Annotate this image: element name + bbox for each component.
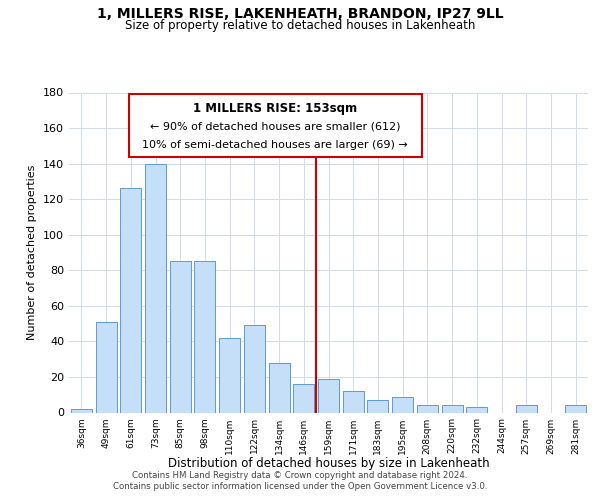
Bar: [71, 409, 92, 412]
Bar: [516, 406, 537, 412]
Text: Contains HM Land Registry data © Crown copyright and database right 2024.: Contains HM Land Registry data © Crown c…: [132, 471, 468, 480]
FancyBboxPatch shape: [128, 94, 422, 156]
Bar: [293, 384, 314, 412]
Text: ← 90% of detached houses are smaller (612): ← 90% of detached houses are smaller (61…: [150, 122, 401, 132]
Text: 1, MILLERS RISE, LAKENHEATH, BRANDON, IP27 9LL: 1, MILLERS RISE, LAKENHEATH, BRANDON, IP…: [97, 8, 503, 22]
Bar: [565, 406, 586, 412]
Text: Contains public sector information licensed under the Open Government Licence v3: Contains public sector information licen…: [113, 482, 487, 491]
Bar: [219, 338, 240, 412]
Bar: [244, 326, 265, 412]
Bar: [392, 396, 413, 412]
Y-axis label: Number of detached properties: Number of detached properties: [28, 165, 37, 340]
Bar: [442, 406, 463, 412]
Bar: [343, 391, 364, 412]
Text: Size of property relative to detached houses in Lakenheath: Size of property relative to detached ho…: [125, 19, 475, 32]
Bar: [145, 164, 166, 412]
Bar: [466, 407, 487, 412]
Text: 10% of semi-detached houses are larger (69) →: 10% of semi-detached houses are larger (…: [142, 140, 408, 150]
Bar: [417, 406, 438, 412]
Text: Distribution of detached houses by size in Lakenheath: Distribution of detached houses by size …: [168, 458, 490, 470]
Text: 1 MILLERS RISE: 153sqm: 1 MILLERS RISE: 153sqm: [193, 102, 358, 115]
Bar: [170, 262, 191, 412]
Bar: [194, 262, 215, 412]
Bar: [318, 378, 339, 412]
Bar: [367, 400, 388, 412]
Bar: [95, 322, 116, 412]
Bar: [269, 362, 290, 412]
Bar: [120, 188, 141, 412]
